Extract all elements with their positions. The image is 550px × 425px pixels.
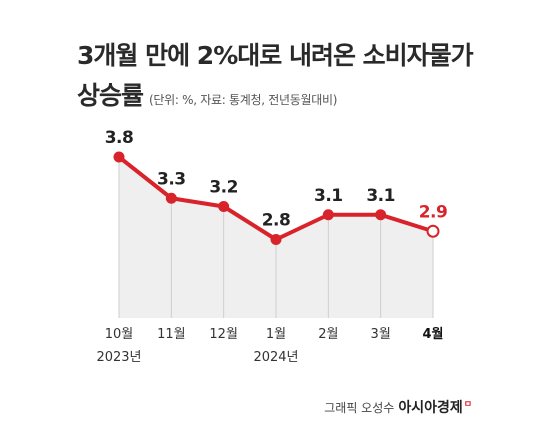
data-label-4: 2.8: [262, 211, 291, 231]
x-tick-label-4: 1월: [266, 327, 286, 342]
area-fill: [119, 157, 433, 318]
publisher-logo: 아시아경제: [398, 400, 463, 416]
data-point-6: [375, 209, 387, 221]
data-labels: 3.8 3.3 3.2 2.8 3.1 3.1 2.9: [105, 128, 448, 231]
data-point-2: [165, 192, 177, 204]
chart-subtitle: (단위: %, 자료: 통계청, 전년동월대비): [149, 93, 338, 107]
publisher-logo-mark: ㅁ: [463, 400, 472, 410]
data-point-1: [113, 151, 125, 163]
x-tick-label-7: 4월: [422, 326, 443, 342]
data-point-7: [426, 224, 440, 238]
x-tick-label-5: 2월: [318, 327, 338, 342]
data-point-3: [218, 201, 230, 212]
graphic-credit: 그래픽 오성수 아시아경제ㅁ: [324, 397, 472, 417]
data-point-5: [322, 209, 334, 221]
x-year-label-1: 2023년: [96, 350, 141, 365]
x-axis-labels: 10월 11월 12월 1월 2월 3월 4월 2023년 2024년: [96, 326, 443, 365]
data-label-1: 3.8: [105, 128, 134, 148]
data-label-7: 2.9: [419, 202, 448, 222]
area-fill-layer: [119, 157, 433, 318]
chart-title-continued: 상승률: [77, 81, 144, 110]
data-label-6: 3.1: [366, 186, 395, 206]
x-year-label-2: 2024년: [253, 350, 298, 365]
data-label-3: 3.2: [209, 178, 238, 198]
drop-lines: [118, 157, 434, 318]
chart-title-line2: 상승률 (단위: %, 자료: 통계청, 전년동월대비): [77, 76, 337, 112]
x-tick-label-3: 12월: [209, 327, 238, 342]
credit-label: 그래픽 오성수: [324, 401, 395, 415]
data-points: [113, 151, 440, 245]
data-label-5: 3.1: [314, 186, 343, 206]
data-point-4: [270, 234, 282, 245]
x-tick-label-6: 3월: [371, 327, 391, 342]
x-tick-label-1: 10월: [105, 327, 134, 342]
x-tick-label-2: 11월: [157, 327, 186, 342]
chart-title: 3개월 만에 2%대로 내려온 소비자물가: [77, 41, 474, 70]
data-label-2: 3.3: [157, 169, 186, 189]
